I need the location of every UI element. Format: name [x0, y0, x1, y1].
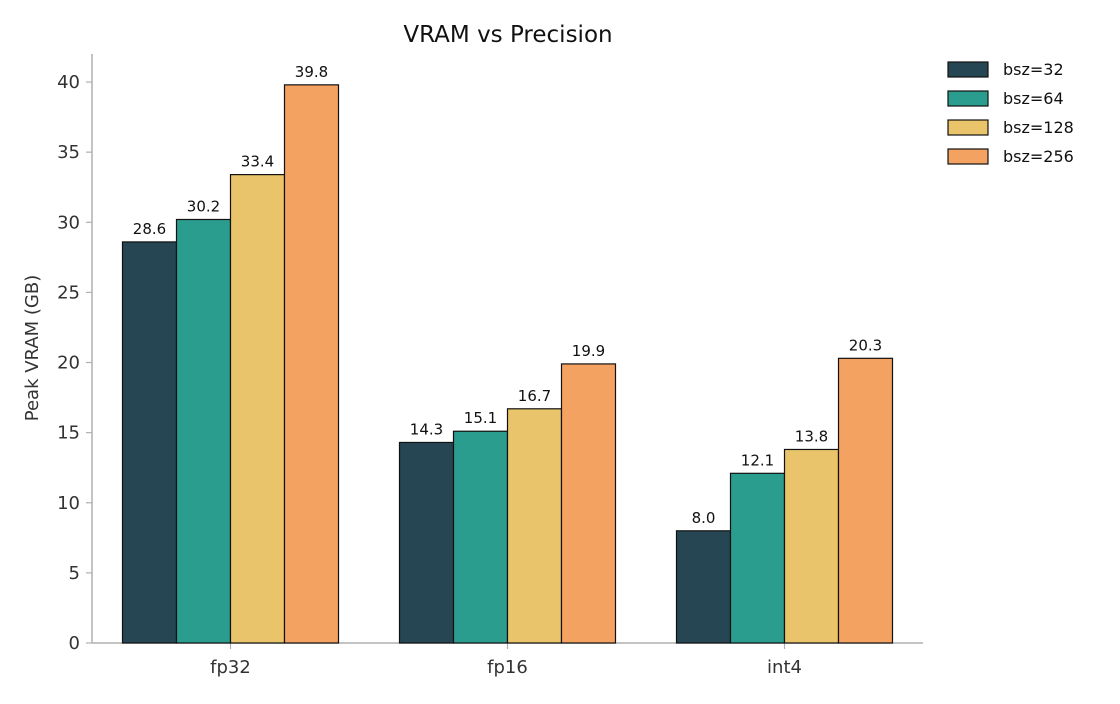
bar-value-label: 28.6: [133, 220, 166, 238]
legend-label: bsz=32: [1003, 60, 1064, 79]
bar: [283, 84, 340, 644]
bar-value-label: 39.8: [295, 63, 328, 81]
bar-value-label: 33.4: [241, 153, 274, 171]
legend-label: bsz=128: [1003, 118, 1074, 137]
y-tick-label: 25: [57, 282, 80, 303]
y-tick-label: 0: [69, 633, 80, 654]
y-tick-label: 40: [57, 72, 80, 93]
y-tick-label: 30: [57, 212, 80, 233]
x-tick-label: fp16: [487, 657, 528, 678]
legend-swatch: [947, 148, 989, 165]
legend-label: bsz=64: [1003, 89, 1064, 108]
bar: [398, 441, 455, 644]
bar-value-label: 12.1: [741, 451, 774, 469]
bar: [229, 174, 286, 644]
bar: [837, 357, 894, 644]
bar: [121, 241, 178, 644]
y-tick-label: 15: [57, 423, 80, 444]
y-tick-label: 20: [57, 353, 80, 374]
bar: [452, 430, 509, 644]
y-tick-label: 35: [57, 142, 80, 163]
chart-title: VRAM vs Precision: [403, 22, 612, 48]
bar-value-label: 13.8: [795, 427, 828, 445]
bar: [783, 448, 840, 644]
bar: [506, 408, 563, 644]
legend-swatch: [947, 61, 989, 78]
bar-value-label: 8.0: [692, 509, 716, 527]
bar: [729, 472, 786, 644]
y-axis-label: Peak VRAM (GB): [22, 275, 43, 421]
x-tick-label: fp32: [210, 657, 251, 678]
bar-value-label: 20.3: [849, 336, 882, 354]
x-tick-label: int4: [767, 657, 802, 678]
plot-area: 0 5 10 15 20 25 30 35 40 fp32 28.6 30.2 33.4 39.8 fp16…: [57, 54, 923, 678]
legend-swatch: [947, 90, 989, 107]
bar: [675, 530, 732, 644]
y-tick-label: 10: [57, 493, 80, 514]
legend-swatch: [947, 119, 989, 136]
bar: [560, 363, 617, 644]
legend-label: bsz=256: [1003, 147, 1074, 166]
legend: bsz=32 bsz=64 bsz=128 bsz=256: [947, 60, 1074, 166]
bar-value-label: 16.7: [518, 387, 551, 405]
bar: [175, 218, 232, 644]
bar-value-label: 15.1: [464, 409, 497, 427]
bar-value-label: 19.9: [572, 342, 605, 360]
y-tick-label: 5: [69, 563, 80, 584]
bar-value-label: 14.3: [410, 420, 443, 438]
bar-value-label: 30.2: [187, 197, 220, 215]
